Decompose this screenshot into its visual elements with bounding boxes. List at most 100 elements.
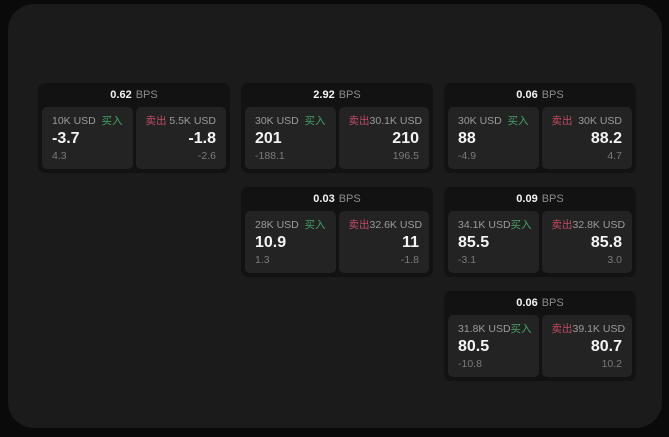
buy-panel[interactable]: 10K USD 买入 -3.7 4.3	[42, 107, 133, 169]
quotes-grid: 0.62 BPS 10K USD 买入 -3.7 4.3 卖出 5.5K USD…	[38, 83, 636, 381]
buy-sub-value: 4.3	[52, 150, 67, 162]
buy-sub-value: -10.8	[458, 358, 482, 370]
bps-value: 2.92	[313, 88, 335, 101]
buy-notional: 10K USD	[52, 115, 96, 127]
card-header: 0.06 BPS	[444, 83, 636, 107]
quote-card: 0.03 BPS 28K USD 买入 10.9 1.3 卖出 32.6K US…	[241, 187, 433, 277]
sell-panel[interactable]: 卖出 30K USD 88.2 4.7	[541, 107, 632, 169]
buy-notional: 34.1K USD	[458, 219, 511, 231]
buy-panel-header: 28K USD 买入	[255, 219, 326, 231]
buy-sub-value: -188.1	[255, 150, 285, 162]
quote-card: 0.06 BPS 30K USD 买入 88 -4.9 卖出 30K USD 8…	[444, 83, 636, 173]
sell-sub-value: -1.8	[400, 254, 419, 266]
card-body: 30K USD 买入 201 -188.1 卖出 30.1K USD 210 1…	[241, 107, 433, 173]
card-body: 30K USD 买入 88 -4.9 卖出 30K USD 88.2 4.7	[444, 107, 636, 173]
buy-notional: 30K USD	[255, 115, 299, 127]
card-body: 31.8K USD 买入 80.5 -10.8 卖出 39.1K USD 80.…	[444, 315, 636, 381]
buy-side-label: 买入	[304, 219, 326, 231]
buy-panel-header: 30K USD 买入	[255, 115, 326, 127]
sell-panel[interactable]: 卖出 32.6K USD 11 -1.8	[338, 211, 429, 273]
card-header: 0.03 BPS	[241, 187, 433, 211]
sell-sub-value: 196.5	[392, 150, 419, 162]
bps-unit-label: BPS	[338, 88, 361, 101]
sell-side-label: 卖出	[551, 323, 573, 335]
buy-price: 10.9	[255, 233, 287, 251]
bps-value: 0.06	[516, 296, 538, 309]
buy-side-label: 买入	[510, 323, 532, 335]
sell-notional: 32.8K USD	[572, 219, 626, 231]
bps-value: 0.62	[110, 88, 132, 101]
card-header: 2.92 BPS	[241, 83, 433, 107]
buy-sub-value: -4.9	[458, 150, 477, 162]
sell-panel-header: 卖出 5.5K USD	[146, 115, 217, 127]
card-header: 0.62 BPS	[38, 83, 230, 107]
sell-notional: 30.1K USD	[369, 115, 423, 127]
buy-sub-value: -3.1	[458, 254, 477, 266]
sell-side-label: 卖出	[551, 115, 573, 127]
sell-panel-header: 卖出 30K USD	[552, 115, 623, 127]
quote-card: 0.06 BPS 31.8K USD 买入 80.5 -10.8 卖出 39.1…	[444, 291, 636, 381]
sell-panel[interactable]: 卖出 32.8K USD 85.8 3.0	[541, 211, 632, 273]
sell-notional: 32.6K USD	[369, 219, 423, 231]
sell-side-label: 卖出	[348, 219, 370, 231]
buy-price: -3.7	[52, 129, 80, 147]
sell-panel[interactable]: 卖出 30.1K USD 210 196.5	[338, 107, 429, 169]
quote-card: 0.62 BPS 10K USD 买入 -3.7 4.3 卖出 5.5K USD…	[38, 83, 230, 173]
buy-panel-header: 34.1K USD 买入	[458, 219, 532, 231]
bps-unit-label: BPS	[541, 88, 564, 101]
sell-panel-header: 卖出 32.8K USD	[552, 219, 626, 231]
sell-notional: 5.5K USD	[169, 115, 216, 127]
buy-panel-header: 30K USD 买入	[458, 115, 529, 127]
bps-value: 0.06	[516, 88, 538, 101]
sell-panel[interactable]: 卖出 5.5K USD -1.8 -2.6	[135, 107, 226, 169]
sell-price: 11	[402, 233, 419, 251]
bps-unit-label: BPS	[338, 192, 361, 205]
app-window: 0.62 BPS 10K USD 买入 -3.7 4.3 卖出 5.5K USD…	[8, 4, 662, 428]
buy-notional: 31.8K USD	[458, 323, 511, 335]
buy-panel-header: 10K USD 买入	[52, 115, 123, 127]
bps-value: 0.03	[313, 192, 335, 205]
sell-side-label: 卖出	[348, 115, 370, 127]
sell-panel-header: 卖出 39.1K USD	[551, 323, 626, 335]
sell-price: 210	[392, 129, 419, 147]
sell-sub-value: 10.2	[601, 358, 622, 370]
card-header: 0.06 BPS	[444, 291, 636, 315]
sell-panel[interactable]: 卖出 39.1K USD 80.7 10.2	[541, 315, 632, 377]
quote-card: 0.09 BPS 34.1K USD 买入 85.5 -3.1 卖出 32.8K…	[444, 187, 636, 277]
sell-side-label: 卖出	[145, 115, 167, 127]
buy-price: 80.5	[458, 337, 490, 355]
buy-panel[interactable]: 28K USD 买入 10.9 1.3	[245, 211, 336, 273]
buy-panel[interactable]: 30K USD 买入 201 -188.1	[245, 107, 336, 169]
card-body: 34.1K USD 买入 85.5 -3.1 卖出 32.8K USD 85.8…	[444, 211, 636, 277]
card-header: 0.09 BPS	[444, 187, 636, 211]
buy-notional: 30K USD	[458, 115, 502, 127]
bps-unit-label: BPS	[541, 192, 564, 205]
buy-panel[interactable]: 30K USD 买入 88 -4.9	[448, 107, 539, 169]
buy-side-label: 买入	[510, 219, 532, 231]
buy-sub-value: 1.3	[255, 254, 270, 266]
sell-notional: 39.1K USD	[572, 323, 626, 335]
buy-panel[interactable]: 31.8K USD 买入 80.5 -10.8	[448, 315, 539, 377]
sell-panel-header: 卖出 32.6K USD	[348, 219, 423, 231]
buy-price: 85.5	[458, 233, 490, 251]
buy-notional: 28K USD	[255, 219, 299, 231]
sell-sub-value: 4.7	[607, 150, 622, 162]
sell-price: -1.8	[188, 129, 216, 147]
card-body: 10K USD 买入 -3.7 4.3 卖出 5.5K USD -1.8 -2.…	[38, 107, 230, 173]
sell-price: 80.7	[590, 337, 622, 355]
sell-price: 88.2	[590, 129, 622, 147]
sell-panel-header: 卖出 30.1K USD	[348, 115, 423, 127]
card-body: 28K USD 买入 10.9 1.3 卖出 32.6K USD 11 -1.8	[241, 211, 433, 277]
buy-panel-header: 31.8K USD 买入	[458, 323, 532, 335]
bps-value: 0.09	[516, 192, 538, 205]
sell-notional: 30K USD	[578, 115, 622, 127]
bps-unit-label: BPS	[135, 88, 158, 101]
bps-unit-label: BPS	[541, 296, 564, 309]
sell-sub-value: -2.6	[197, 150, 216, 162]
buy-panel[interactable]: 34.1K USD 买入 85.5 -3.1	[448, 211, 539, 273]
buy-side-label: 买入	[507, 115, 529, 127]
buy-price: 88	[458, 129, 476, 147]
buy-side-label: 买入	[101, 115, 123, 127]
quote-card: 2.92 BPS 30K USD 买入 201 -188.1 卖出 30.1K …	[241, 83, 433, 173]
